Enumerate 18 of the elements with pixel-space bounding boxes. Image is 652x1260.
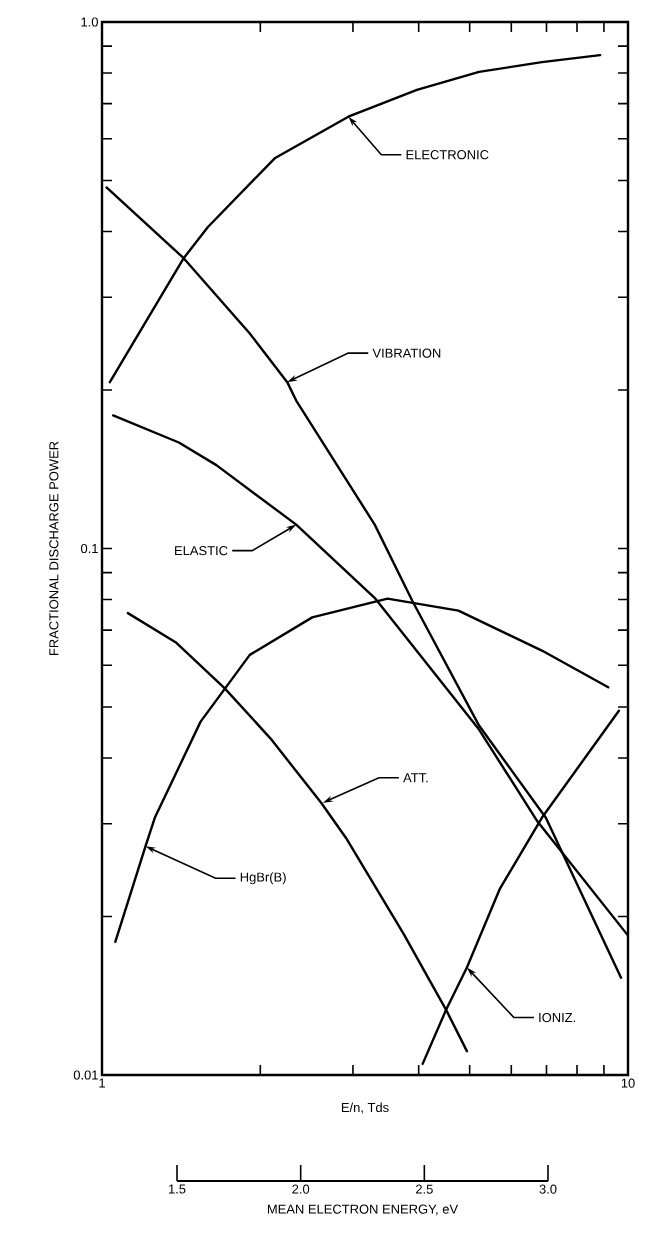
x2-tick-label: 1.5 [168,1184,186,1194]
x-axis-title: E/n, Tds [341,1102,389,1114]
x2-axis-title: MEAN ELECTRON ENERGY, eV [267,1204,459,1216]
y-tick-label: 0.1 [80,543,98,554]
annotation: VIBRATION [372,348,441,358]
x2-tick-label: 3.0 [539,1184,557,1194]
y-axis-title: FRACTIONAL DISCHARGE POWER [49,441,59,656]
annotation: HgBr(B) [240,872,286,885]
annotation: ELECTRONIC [406,150,489,160]
y-tick-label: 0.01 [73,1070,98,1080]
x-tick-label: 10 [621,1078,635,1088]
x2-tick-label: 2.5 [415,1184,433,1194]
x-tick-label: 1 [99,1078,105,1088]
annotation: ATT. [403,773,428,783]
annotation: IONIZ. [539,1012,576,1023]
annotation: ELASTIC [175,546,228,556]
y-tick-label: 1.0 [81,17,98,27]
x2-tick-label: 2.0 [292,1184,310,1194]
